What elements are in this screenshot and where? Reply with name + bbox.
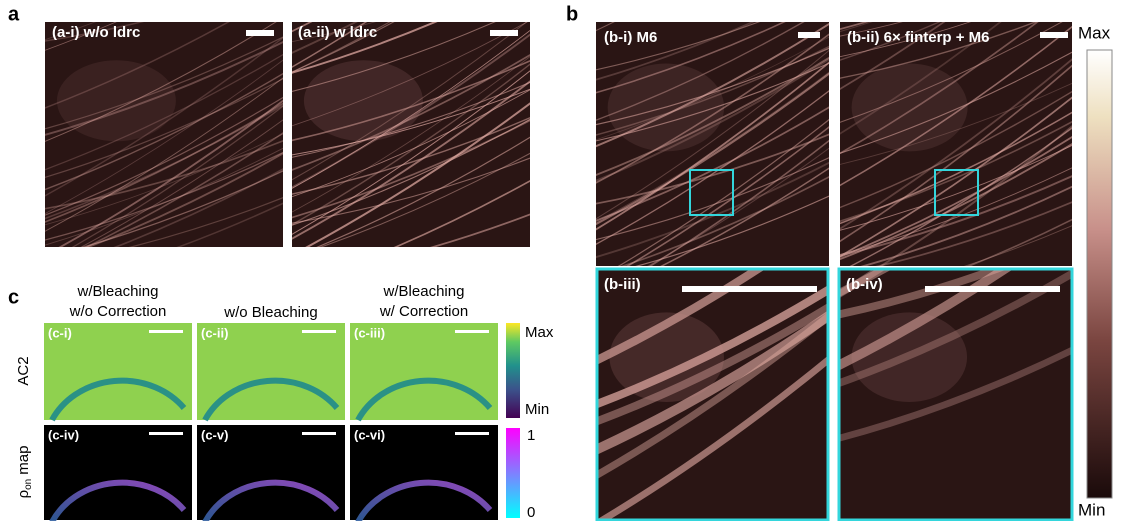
image-label: (c-ii) (201, 325, 228, 340)
row-subscript: on (23, 479, 34, 490)
cell (608, 63, 725, 151)
cell (304, 60, 423, 141)
scale-bar (149, 432, 183, 435)
scale-bar (455, 330, 489, 333)
column-header: w/o Bleaching (223, 304, 317, 321)
scale-bar (490, 30, 518, 36)
image-label: (c-iv) (48, 427, 79, 442)
figure: a b c (a-i) w/o ldrc (a-ii) w ldrc (b-i)… (0, 0, 1125, 521)
row-label: AC2 (15, 356, 32, 385)
image-label: (b-ii) 6× finterp + M6 (847, 29, 990, 46)
cell (852, 63, 968, 151)
image (596, 22, 829, 266)
cell (609, 312, 724, 402)
row-label: ρon map (15, 446, 34, 499)
colorbar-min: Min (1078, 500, 1105, 519)
column-header: w/o Correction (69, 303, 167, 320)
colorbar (506, 323, 520, 418)
image-label: (b-i) M6 (604, 29, 657, 46)
image-label: (c-i) (48, 325, 72, 340)
scale-bar (455, 432, 489, 435)
scale-bar (798, 32, 820, 38)
panel-letter: b (566, 3, 578, 25)
colorbar-max: Max (525, 324, 554, 341)
fiber (586, 0, 839, 22)
colorbar-max: Max (1078, 23, 1111, 42)
scale-bar (925, 286, 1060, 292)
image-label: (a-ii) w ldrc (298, 24, 377, 41)
images (35, 0, 1082, 521)
image-label: (a-i) w/o ldrc (52, 24, 140, 41)
image-label: (b-iv) (846, 276, 883, 293)
column-header: w/Bleaching (383, 283, 465, 300)
colorbar-max: 1 (527, 427, 535, 444)
row-symbol: ρ (15, 490, 32, 499)
row-text: map (15, 446, 32, 475)
scale-bar (149, 330, 183, 333)
image (840, 22, 1072, 266)
image-label: (c-iii) (354, 325, 385, 340)
panel-letter: a (8, 3, 20, 25)
colorbar (1087, 50, 1112, 498)
image-label: (b-iii) (604, 276, 641, 293)
colorbar (506, 428, 520, 518)
colorbar-min: Min (525, 401, 549, 418)
scale-bar (682, 286, 817, 292)
column-header: w/ Correction (379, 303, 468, 320)
cell (57, 60, 176, 141)
fiber (35, 0, 293, 22)
scale-bar (302, 432, 336, 435)
column-header: w/Bleaching (77, 283, 159, 300)
cell (852, 312, 968, 402)
panel-letter: c (8, 286, 19, 308)
scale-bar (302, 330, 336, 333)
image-label: (c-v) (201, 427, 228, 442)
image-label: (c-vi) (354, 427, 385, 442)
scale-bar (246, 30, 274, 36)
colorbar-min: 0 (527, 504, 535, 521)
scale-bar (1040, 32, 1068, 38)
